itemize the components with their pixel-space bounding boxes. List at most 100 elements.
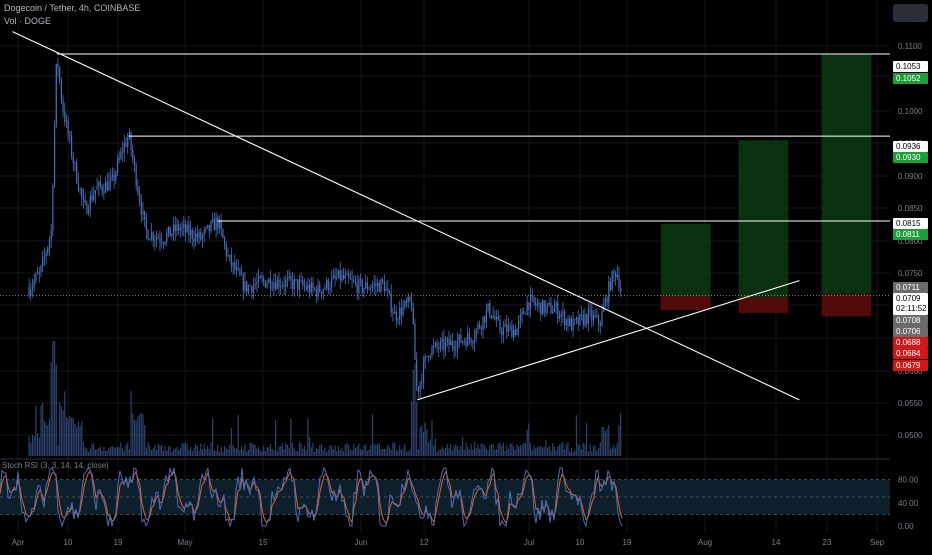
candle-body (101, 186, 103, 191)
candle-body (494, 316, 496, 320)
volume-bar (495, 448, 498, 456)
volume-bar (589, 443, 591, 456)
candle-body (283, 285, 285, 287)
candle-body (528, 302, 530, 310)
volume-bar (482, 443, 484, 456)
volume-bar (538, 446, 540, 456)
volume-bar (434, 438, 436, 456)
volume-bar (417, 449, 419, 456)
volume-bar (545, 439, 547, 456)
candle-body (482, 316, 484, 330)
price-label: 0.0684 (896, 349, 921, 358)
volume-bar (475, 448, 477, 456)
volume-bar (324, 447, 326, 456)
candle-body (504, 324, 506, 328)
volume-bar (302, 448, 304, 456)
volume-bar (40, 405, 42, 456)
volume-bar (285, 442, 287, 456)
volume-bar (478, 448, 481, 456)
x-tick-label: 23 (823, 538, 832, 547)
candle-body (484, 316, 486, 323)
candle-body (145, 219, 147, 231)
candle-body (546, 303, 549, 306)
volume-bar (218, 451, 221, 456)
volume-bar (387, 444, 389, 456)
candle-body (511, 325, 513, 338)
candle-body (448, 338, 450, 346)
volume-bar (174, 448, 176, 456)
volume-bar (240, 446, 243, 456)
x-tick-label: Sep (870, 538, 885, 547)
candle-body (196, 233, 198, 238)
candle-body (128, 132, 130, 139)
candle-body (577, 317, 579, 325)
candle-body (91, 195, 93, 201)
volume-bar (297, 451, 299, 456)
candle-body (79, 188, 81, 190)
volume-bar (572, 451, 574, 456)
volume-bar (409, 449, 411, 456)
candle-body (171, 233, 173, 237)
volume-bar (42, 402, 44, 456)
candle-body (36, 273, 39, 275)
profit-zone (660, 223, 711, 297)
candle-body (42, 257, 44, 266)
candle-body (297, 279, 299, 290)
candle-body (370, 288, 372, 290)
volume-bar (393, 442, 396, 456)
candle-body (291, 280, 294, 290)
candle-body (618, 274, 620, 289)
volume-bar (179, 447, 181, 456)
x-tick-label: Apr (12, 538, 25, 547)
candle-body (317, 284, 319, 297)
volume-bar (300, 443, 302, 456)
candle-body (414, 323, 416, 360)
volume-bar (227, 448, 229, 456)
candle-body (247, 285, 249, 292)
price-label: 0.0706 (896, 327, 921, 336)
candle-body (320, 291, 323, 294)
candle-body (278, 279, 280, 288)
candle-body (288, 276, 290, 279)
volume-bar (414, 363, 416, 456)
candle-body (487, 303, 489, 311)
volume-bar (288, 447, 290, 456)
candle-body (570, 318, 572, 331)
volume-bar (257, 447, 260, 456)
volume-bar (382, 448, 384, 456)
candle-body (507, 326, 510, 333)
candle-body (366, 282, 368, 290)
volume-bar (519, 445, 521, 456)
settings-button[interactable] (893, 4, 928, 22)
volume-bar (392, 442, 394, 456)
volume-bar (223, 446, 226, 456)
volume-bar (234, 448, 236, 456)
candle-body (344, 275, 346, 279)
volume-bar (492, 444, 494, 456)
candle-body (402, 306, 404, 316)
candle-body (548, 302, 550, 304)
candle-body (545, 305, 547, 313)
candle-body (461, 341, 464, 343)
candle-body (178, 224, 180, 231)
candle-body (591, 310, 593, 321)
volume-bar (201, 449, 204, 456)
volume-bar (397, 450, 399, 456)
volume-bar (575, 415, 578, 456)
volume-bar (103, 447, 105, 456)
volume-bar (336, 450, 338, 456)
candle-body (443, 339, 445, 350)
candle-body (72, 155, 74, 164)
candle-body (257, 276, 260, 283)
volume-bar (444, 447, 447, 456)
volume-bar (461, 437, 464, 456)
candle-body (489, 303, 491, 316)
volume-bar (72, 417, 74, 456)
volume-bar (548, 445, 550, 456)
volume-bar (370, 444, 372, 456)
volume-bar (358, 443, 360, 456)
volume-bar (31, 434, 34, 456)
candle-body (436, 342, 438, 348)
volume-bar (320, 444, 323, 456)
